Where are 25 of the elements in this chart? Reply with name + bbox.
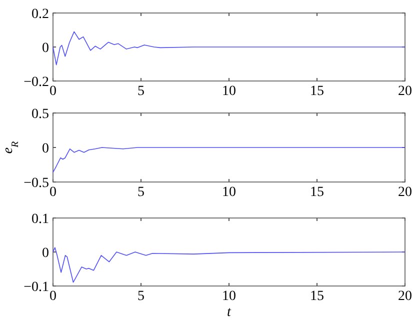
x-tick-label: 5 (138, 289, 144, 304)
line-series (52, 147, 406, 173)
line-series (52, 31, 406, 66)
x-tick-label: 5 (138, 185, 144, 200)
x-tick-label: 10 (222, 84, 236, 99)
x-tick-label: 20 (398, 185, 412, 200)
x-tick-label: 5 (138, 84, 144, 99)
y-tick-label: −0.2 (24, 75, 49, 90)
x-tick-label: 20 (398, 84, 412, 99)
x-tick-label: 15 (310, 185, 324, 200)
y-tick-label: −0.5 (24, 176, 49, 191)
x-tick-label: 15 (310, 289, 324, 304)
line-series (52, 247, 406, 283)
x-axis-title: t (227, 305, 232, 320)
y-tick-label: 0 (42, 142, 49, 156)
x-tick-label: 15 (310, 84, 324, 99)
y-tick-label: 0.2 (32, 7, 49, 22)
y-tick-label: 0 (42, 41, 49, 56)
y-tick-label: 0 (42, 246, 49, 261)
x-tick-label: 10 (222, 185, 236, 200)
x-tick-label: 10 (222, 289, 236, 304)
y-tick-label: 0.1 (32, 212, 49, 227)
y-tick-label: 0.5 (32, 107, 49, 122)
y-tick-label: −0.1 (24, 280, 49, 295)
x-tick-label: 20 (398, 289, 412, 304)
